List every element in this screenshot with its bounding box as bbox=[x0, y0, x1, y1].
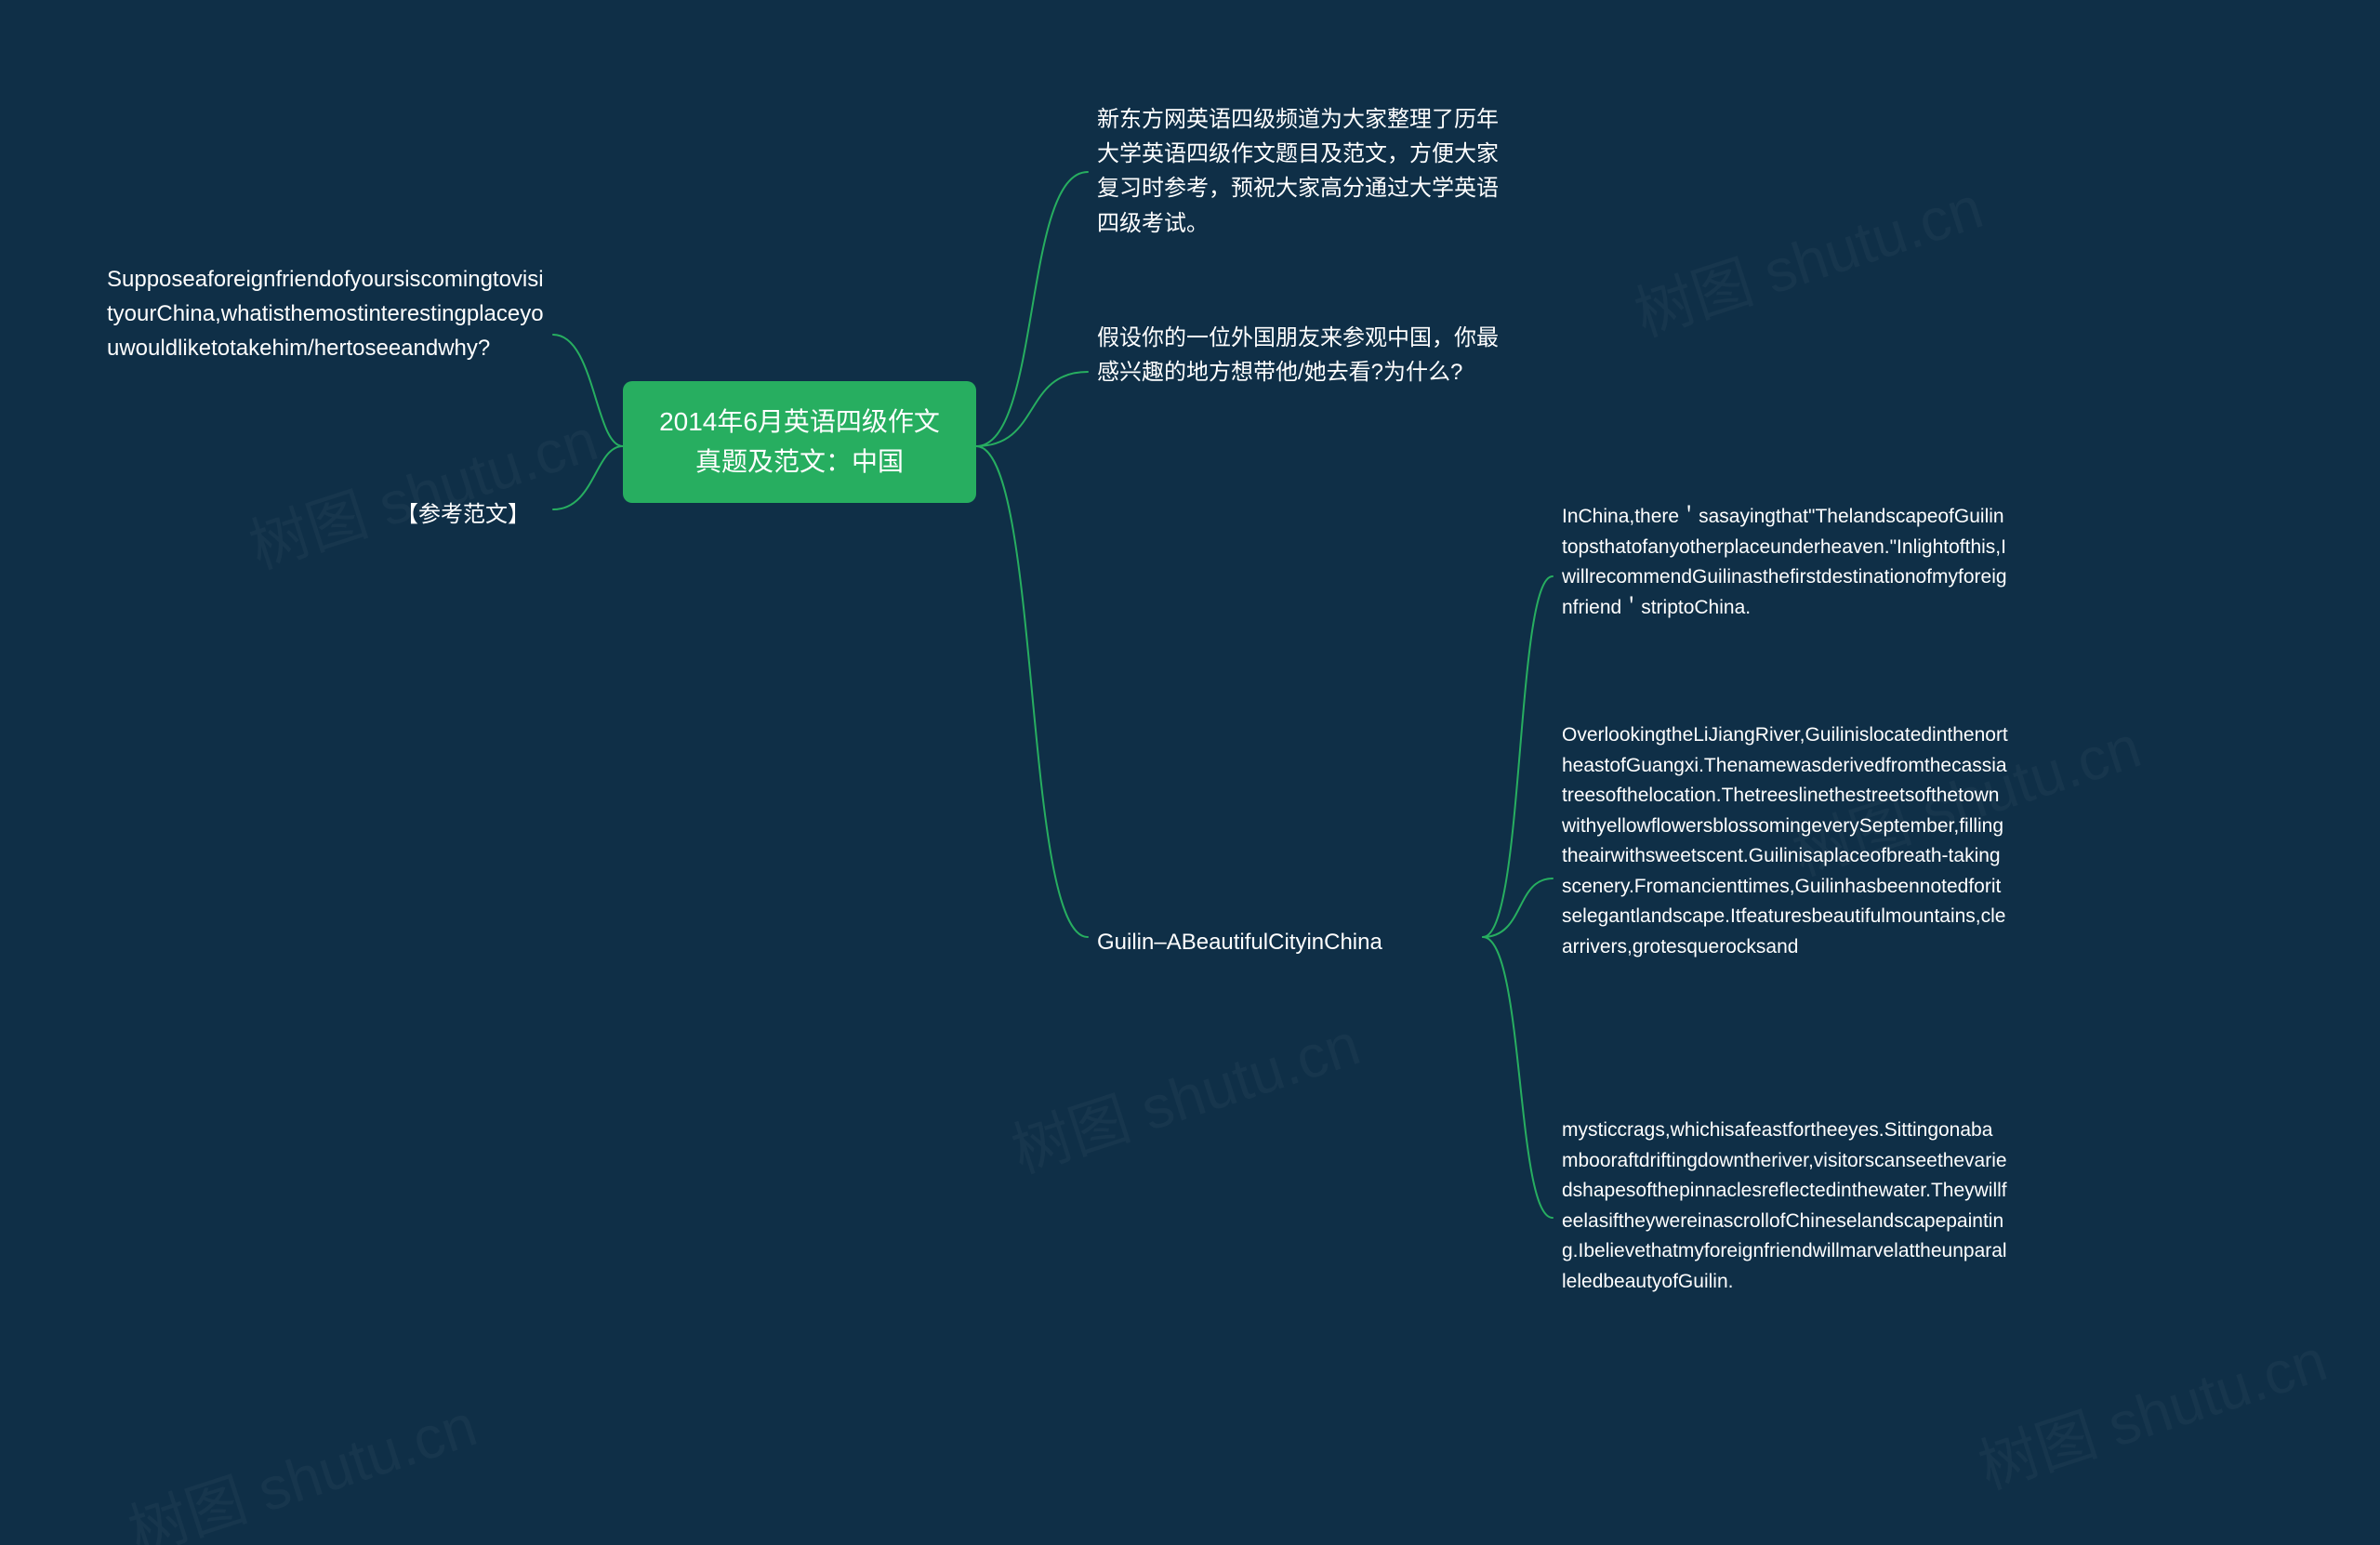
right-node-guilin[interactable]: Guilin–ABeautifulCityinChina bbox=[1097, 925, 1488, 959]
left-node-suppose-text: Supposeaforeignfriendofyoursiscomingtovi… bbox=[107, 267, 544, 361]
guilin-child-mystic-text: mysticcrags,whichisafeastfortheeyes.Sitt… bbox=[1562, 1119, 2007, 1292]
guilin-child-saying[interactable]: InChina,there＇sasayingthat"Thelandscapeo… bbox=[1562, 502, 2008, 623]
watermark: 树图 shutu.cn bbox=[999, 997, 1368, 1189]
left-node-reference-text: 【参考范文】 bbox=[396, 502, 530, 527]
right-node-prompt-text: 假设你的一位外国朋友来参观中国，你最感兴趣的地方想带他/她去看?为什么? bbox=[1097, 325, 1499, 385]
left-node-suppose[interactable]: Supposeaforeignfriendofyoursiscomingtovi… bbox=[107, 262, 544, 366]
watermark: 树图 shutu.cn bbox=[1622, 160, 1991, 352]
right-node-prompt[interactable]: 假设你的一位外国朋友来参观中国，你最感兴趣的地方想带他/她去看?为什么? bbox=[1097, 321, 1515, 390]
right-node-intro[interactable]: 新东方网英语四级频道为大家整理了历年大学英语四级作文题目及范文，方便大家复习时参… bbox=[1097, 102, 1515, 241]
right-node-intro-text: 新东方网英语四级频道为大家整理了历年大学英语四级作文题目及范文，方便大家复习时参… bbox=[1097, 107, 1499, 236]
guilin-child-overlooking-text: OverlookingtheLiJiangRiver,Guilinislocat… bbox=[1562, 724, 2008, 957]
guilin-child-overlooking[interactable]: OverlookingtheLiJiangRiver,Guilinislocat… bbox=[1562, 720, 2008, 962]
guilin-child-mystic[interactable]: mysticcrags,whichisafeastfortheeyes.Sitt… bbox=[1562, 1116, 2008, 1297]
left-node-reference[interactable]: 【参考范文】 bbox=[396, 497, 582, 532]
right-node-guilin-text: Guilin–ABeautifulCityinChina bbox=[1097, 930, 1382, 955]
watermark: 树图 shutu.cn bbox=[237, 392, 606, 585]
root-node-text: 2014年6月英语四级作文真题及范文：中国 bbox=[659, 407, 940, 476]
guilin-child-saying-text: InChina,there＇sasayingthat"Thelandscapeo… bbox=[1562, 506, 2007, 618]
mindmap-root-node[interactable]: 2014年6月英语四级作文真题及范文：中国 bbox=[623, 381, 976, 503]
watermark: 树图 shutu.cn bbox=[1966, 1313, 2335, 1505]
watermark: 树图 shutu.cn bbox=[116, 1378, 485, 1545]
